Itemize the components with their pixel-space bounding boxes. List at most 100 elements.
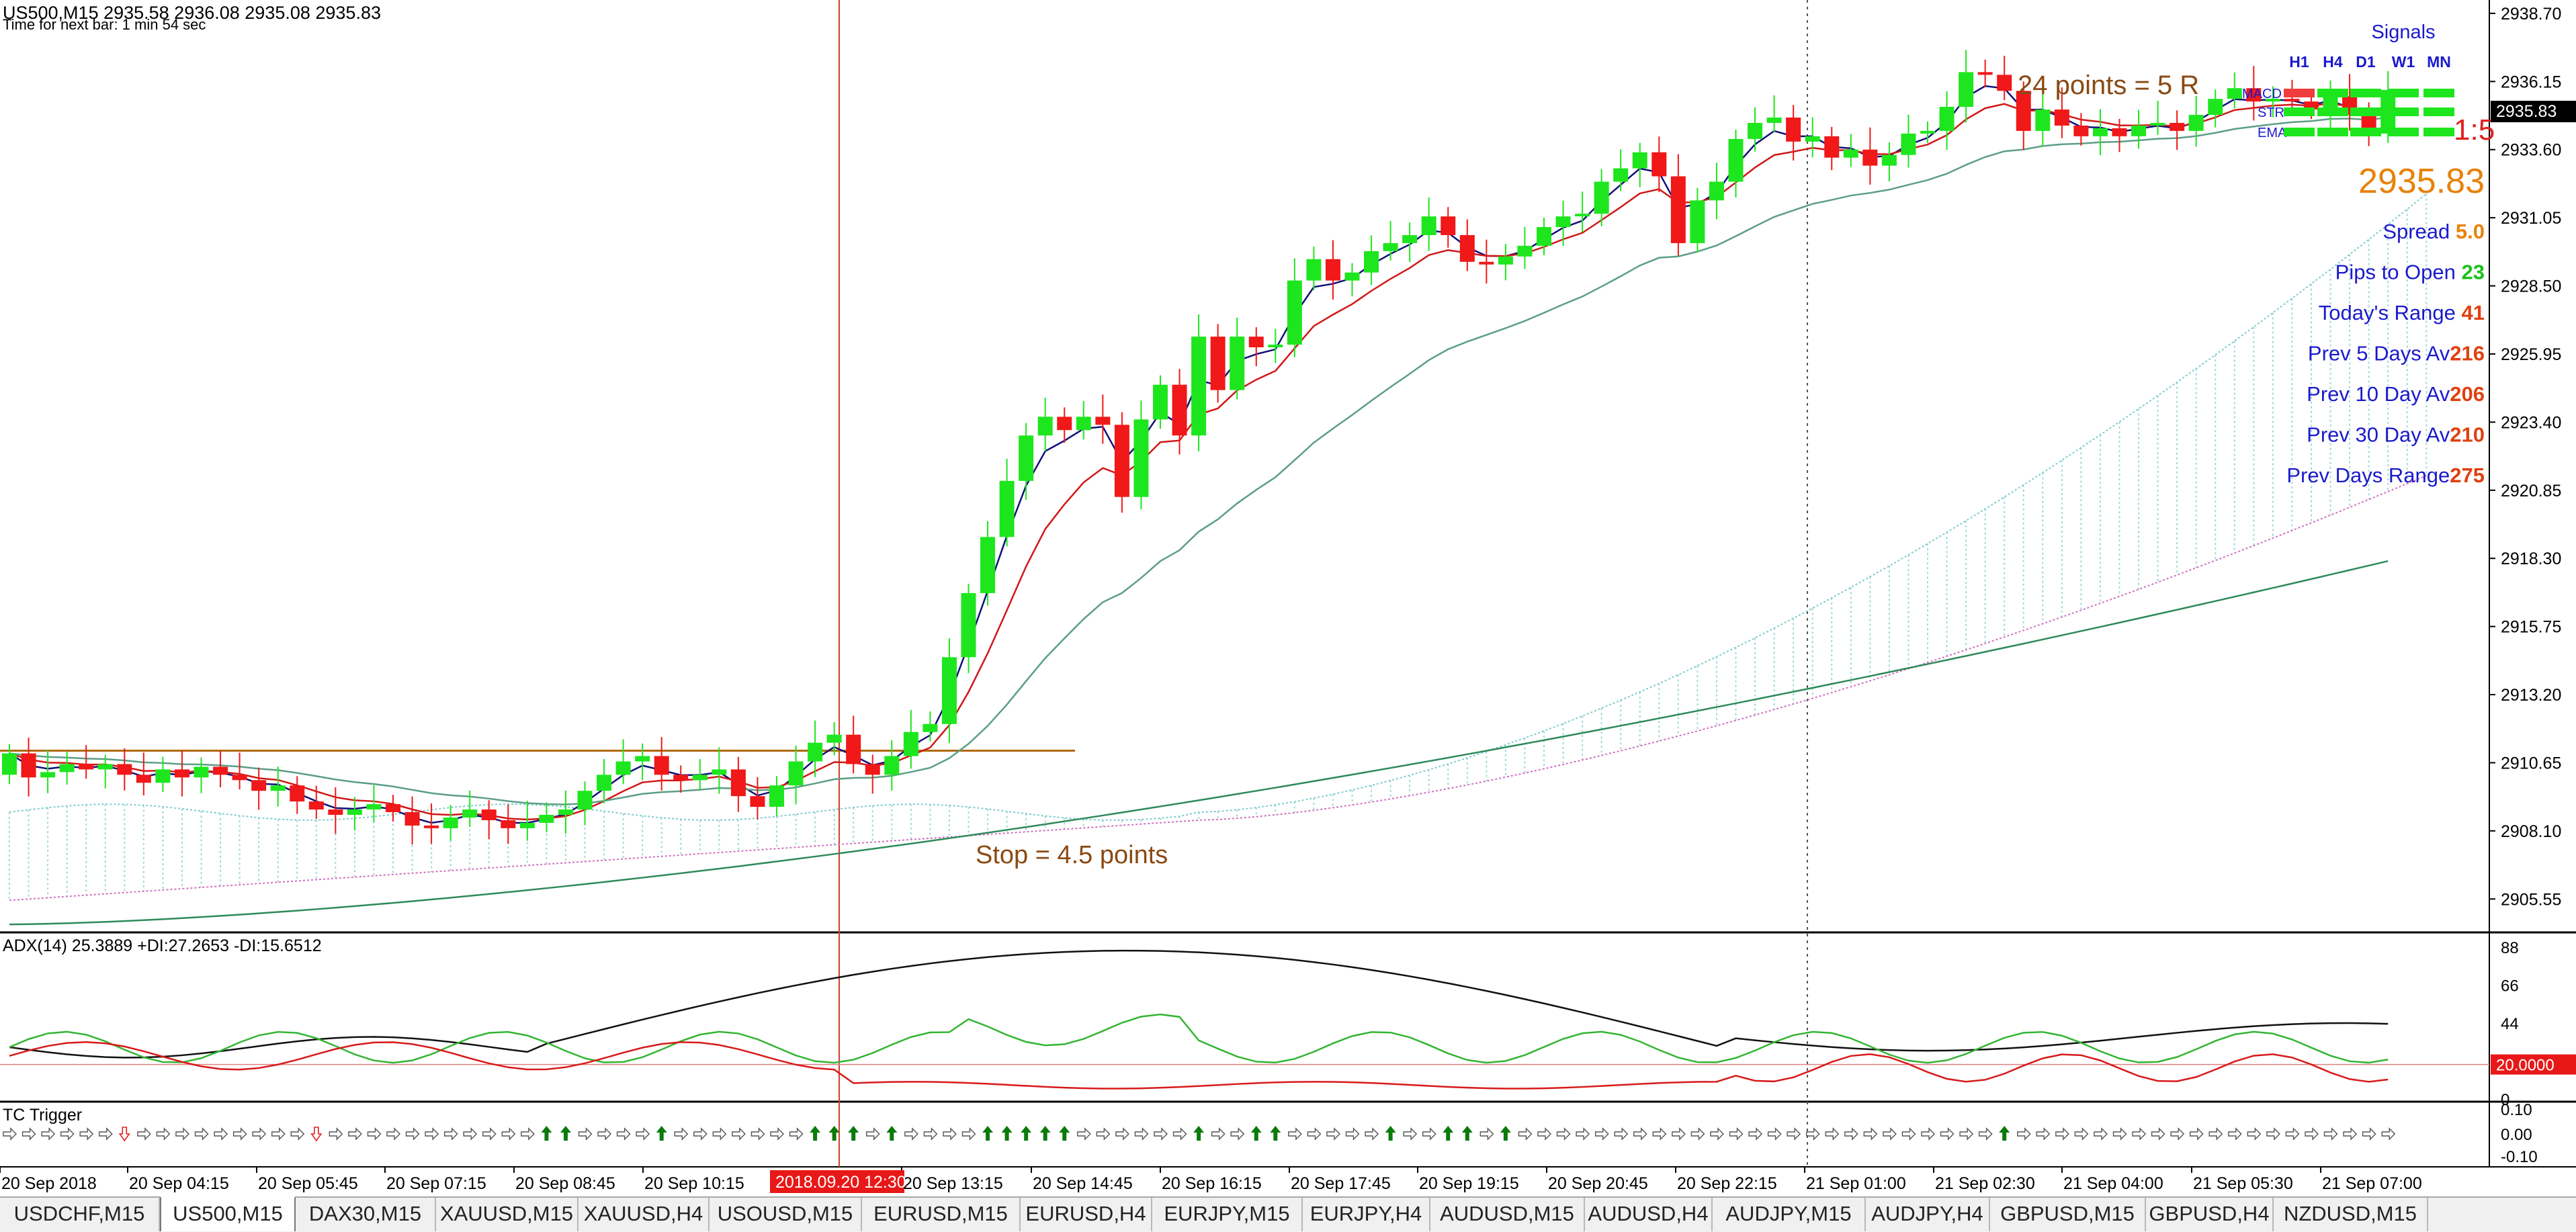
candle-body (558, 809, 573, 816)
signal-box (2423, 128, 2454, 136)
stat-row: Spread 5.0 (2382, 220, 2485, 243)
signal-box (2350, 128, 2381, 136)
candle-body (1498, 256, 1513, 265)
signal-row-label: STR (2258, 105, 2284, 120)
right-arrow-icon (1556, 1127, 1571, 1141)
timeframe-header: D1 (2356, 53, 2376, 71)
time-axis: 20 Sep 2018 20 Sep 04:15 20 Sep 05:45 20 Se… (0, 1167, 2422, 1193)
right-arrow-icon (597, 1127, 612, 1141)
chart-canvas[interactable]: 2938.70 2936.15 2933.60 2931.05 2928.50 2925.… (0, 0, 2576, 1196)
signal-box (2350, 89, 2381, 97)
up-arrow-icon (1021, 1126, 1032, 1141)
right-arrow-icon (1518, 1127, 1533, 1141)
right-arrow-icon (41, 1127, 56, 1141)
chart-tab[interactable]: AUDUSD,H4 (1585, 1198, 1713, 1231)
candle-body (1172, 384, 1187, 436)
right-arrow-icon (348, 1127, 362, 1141)
candle-body (769, 785, 784, 807)
candle-body (2284, 99, 2300, 102)
symbol-header: US500,M15 2935.58 2936.08 2935.08 2935.8… (3, 3, 381, 23)
candle-body (692, 775, 707, 781)
candle-body (2092, 128, 2108, 136)
right-arrow-icon (636, 1127, 650, 1141)
candle-body (884, 756, 900, 775)
chart-tab[interactable]: AUDJPY,H4 (1866, 1198, 1990, 1231)
candle-body (1920, 130, 1935, 134)
right-arrow-icon (1940, 1127, 1955, 1141)
right-arrow-icon (1288, 1127, 1302, 1141)
candle-body (40, 772, 56, 778)
chart-tab[interactable]: DAX30,M15 (296, 1198, 436, 1231)
cloud-span-b (9, 475, 2427, 901)
candle-body (2, 753, 17, 775)
signal-box (2317, 107, 2348, 116)
chart-tab[interactable]: EURJPY,M15 (1152, 1198, 1303, 1231)
candle-body (1153, 384, 1168, 420)
chart-tab[interactable]: GBPUSD,H4 (2146, 1198, 2274, 1231)
up-arrow-icon (1385, 1126, 1396, 1141)
chart-tab[interactable]: AUDJPY,M15 (1713, 1198, 1866, 1231)
time-axis-label: 21 Sep 01:00 (1806, 1174, 1906, 1193)
candle-body (1997, 75, 2012, 91)
chart-tab[interactable]: XAUUSD,M15 (436, 1198, 578, 1231)
time-axis-label: 20 Sep 13:15 (903, 1174, 1003, 1193)
right-arrow-icon (1844, 1127, 1858, 1141)
right-arrow-icon (156, 1127, 171, 1141)
adx-label: ADX(14) 25.3889 +DI:27.2653 -DI:15.6512 (3, 936, 322, 955)
right-arrow-icon (2036, 1127, 2051, 1141)
signal-box (2317, 128, 2348, 136)
chart-tab[interactable]: EURUSD,H4 (1021, 1198, 1152, 1231)
candle-body (1306, 259, 1322, 281)
stat-label: Spread (2382, 220, 2456, 243)
stat-value: 216 (2450, 342, 2485, 365)
signal-box (2284, 89, 2315, 97)
up-arrow-icon (1500, 1126, 1511, 1141)
stat-row: Prev 10 Day Av206 (2307, 382, 2485, 406)
chart-tab[interactable]: EURUSD,M15 (862, 1198, 1021, 1231)
candle-body (404, 812, 420, 826)
price-axis-label: 2925.95 (2501, 345, 2561, 364)
tc-axis-label: 0.00 (2501, 1126, 2532, 1144)
candle-body (519, 822, 535, 828)
right-arrow-icon (2151, 1127, 2165, 1141)
candle-body (270, 785, 286, 791)
chart-tab[interactable]: NZDUSD,M15 (2274, 1198, 2428, 1231)
time-axis-label: 20 Sep 17:45 (1291, 1174, 1391, 1193)
candle-body (2112, 128, 2127, 136)
candle-body (1133, 419, 1149, 497)
stat-label: Prev 30 Day Av (2307, 423, 2450, 447)
candle-body (21, 753, 36, 778)
chart-tab[interactable]: XAUUSD,H4 (578, 1198, 710, 1231)
candle-body (808, 742, 823, 762)
stat-value: 210 (2450, 423, 2485, 447)
stat-label: Prev 10 Day Av (2307, 382, 2450, 406)
right-arrow-icon (578, 1127, 593, 1141)
candle-body (117, 764, 132, 775)
candle-body (1019, 435, 1034, 481)
candle-body (1939, 107, 1955, 131)
right-arrow-icon (2247, 1127, 2262, 1141)
right-arrow-icon (79, 1127, 94, 1141)
candle-body (788, 761, 804, 786)
right-arrow-icon (1365, 1127, 1379, 1141)
chart-tab[interactable]: USOUSD,M15 (710, 1198, 862, 1231)
up-arrow-icon (1059, 1126, 1070, 1141)
slow-ema-line (9, 116, 2389, 805)
right-arrow-icon (1576, 1127, 1590, 1141)
right-arrow-icon (1921, 1127, 1935, 1141)
stat-value: 275 (2450, 464, 2485, 487)
stat-label: Prev 5 Days Av (2308, 342, 2450, 365)
minus-di-line (9, 1041, 2389, 1090)
chart-tab[interactable]: EURJPY,H4 (1303, 1198, 1430, 1231)
chart-tab[interactable]: US500,M15 (160, 1196, 296, 1231)
up-arrow-icon (560, 1126, 571, 1141)
chart-tab[interactable]: USDCHF,M15 (0, 1198, 160, 1231)
candle-body (2035, 109, 2051, 131)
candle-body (2188, 115, 2204, 131)
crosshair-time-text: 2018.09.20 12:30 (775, 1173, 906, 1192)
candle-body (328, 809, 343, 816)
chart-tab[interactable]: GBPUSD,M15 (1990, 1198, 2146, 1231)
chart-tab[interactable]: AUDUSD,M15 (1430, 1198, 1585, 1231)
price-chart (0, 50, 2428, 926)
